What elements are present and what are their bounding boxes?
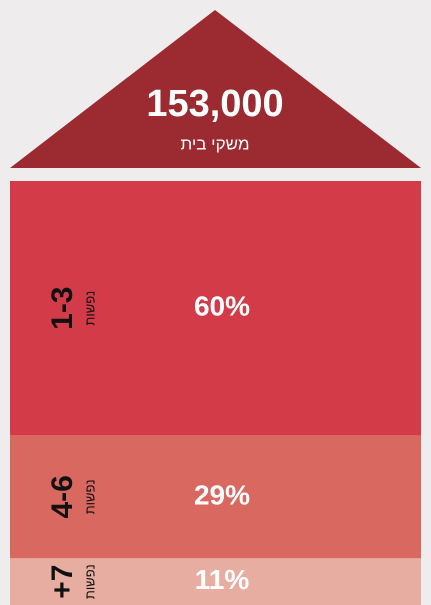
subtitle: משקי בית bbox=[180, 134, 249, 153]
value-label: 11% bbox=[195, 564, 250, 595]
total-label: 153,000 bbox=[146, 83, 283, 125]
segment bbox=[10, 181, 421, 436]
category-unit: נפשות bbox=[82, 564, 97, 599]
value-label: 29% bbox=[194, 479, 250, 510]
category-label: 4-6 bbox=[46, 475, 79, 518]
segment bbox=[10, 435, 421, 559]
category-label: +7 bbox=[46, 565, 79, 599]
category-unit: נפשות bbox=[82, 291, 97, 326]
value-label: 60% bbox=[194, 291, 250, 322]
segment bbox=[10, 558, 421, 605]
category-unit: נפשות bbox=[82, 479, 97, 514]
roof bbox=[10, 10, 421, 168]
category-label: 1-3 bbox=[46, 287, 79, 330]
